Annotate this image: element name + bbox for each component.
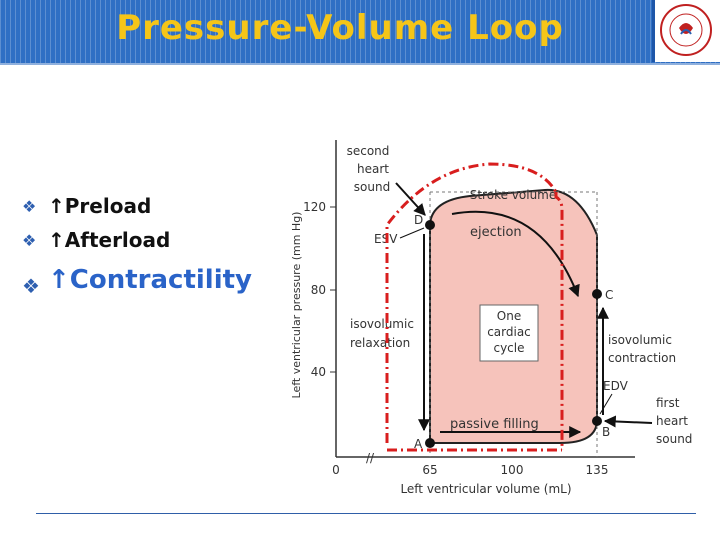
bullet-preload: ❖ ↑Preload — [22, 194, 272, 218]
point-d-label: D — [414, 213, 423, 227]
first-heart-sound-3: sound — [656, 432, 692, 446]
second-heart-sound-3: sound — [354, 180, 390, 194]
y-tick-40: 40 — [311, 365, 326, 379]
y-tick-80: 80 — [311, 283, 326, 297]
shifted-loop-overlay — [385, 162, 558, 443]
point-d-marker — [425, 220, 435, 230]
shifted-loop-right-side — [554, 192, 564, 450]
x-tick-135: 135 — [586, 463, 609, 477]
iso-contract-line-1: isovolumic — [608, 333, 672, 347]
y-tick-120: 120 — [303, 200, 326, 214]
x-tick-0: 0 — [332, 463, 340, 477]
axis-break-mark: // — [366, 451, 375, 465]
bullet-contractility: ❖ ↑Contractility — [22, 262, 288, 298]
up-arrow-icon: ↑ — [48, 265, 70, 295]
second-sound-arrow — [395, 182, 426, 216]
point-b-label: B — [602, 425, 610, 439]
iso-relax-line-2: relaxation — [350, 336, 410, 350]
second-heart-sound-2: heart — [357, 162, 389, 176]
footer-divider — [36, 513, 696, 514]
ejection-arrow — [451, 210, 580, 298]
diamond-bullet-icon: ❖ — [22, 231, 37, 250]
first-heart-sound-2: heart — [656, 414, 688, 428]
first-heart-sound-1: first — [656, 396, 680, 410]
iso-contract-line-2: contraction — [608, 351, 676, 365]
second-heart-sound-1: second — [347, 144, 390, 158]
iso-relax-line-1: isovolumic — [350, 317, 414, 331]
page-title: Pressure-Volume Loop — [116, 8, 564, 48]
point-c-marker — [592, 289, 602, 299]
point-b-marker — [592, 416, 602, 426]
point-a-marker — [425, 438, 435, 448]
up-arrow-icon: ↑ — [48, 228, 65, 252]
y-axis-label: Left ventricular pressure (mm Hg) — [290, 212, 303, 399]
x-axis-label: Left ventricular volume (mL) — [400, 482, 571, 496]
up-arrow-icon: ↑ — [48, 194, 65, 218]
diamond-bullet-icon: ❖ — [22, 274, 40, 298]
seal-icon — [660, 4, 712, 56]
first-sound-arrow — [603, 415, 653, 428]
ejection-label: ejection — [470, 225, 522, 240]
cycle-line-1: One — [497, 309, 521, 323]
x-tick-65: 65 — [422, 463, 437, 477]
university-logo — [652, 0, 720, 62]
cycle-line-3: cycle — [493, 341, 524, 355]
cycle-line-2: cardiac — [487, 325, 531, 339]
point-c-label: C — [605, 288, 613, 302]
esv-pointer — [399, 227, 425, 239]
bullet-list: ❖ ↑Preload ❖ ↑Afterload ❖ ↑Contractility — [22, 194, 272, 308]
passive-filling-label: passive filling — [450, 417, 539, 432]
edv-label: EDV — [603, 379, 629, 393]
bullet-text: Afterload — [64, 228, 171, 252]
diamond-bullet-icon: ❖ — [22, 197, 37, 216]
header-bar — [0, 0, 720, 65]
point-a-label: A — [414, 437, 423, 451]
edv-pointer — [599, 393, 613, 415]
bullet-text: Contractility — [69, 265, 252, 295]
cardiac-cycle-box — [479, 304, 539, 362]
bullet-afterload: ❖ ↑Afterload — [22, 228, 272, 252]
stroke-volume-label: Stroke volume — [470, 188, 557, 202]
x-tick-100: 100 — [501, 463, 524, 477]
bullet-text: Preload — [64, 194, 152, 218]
